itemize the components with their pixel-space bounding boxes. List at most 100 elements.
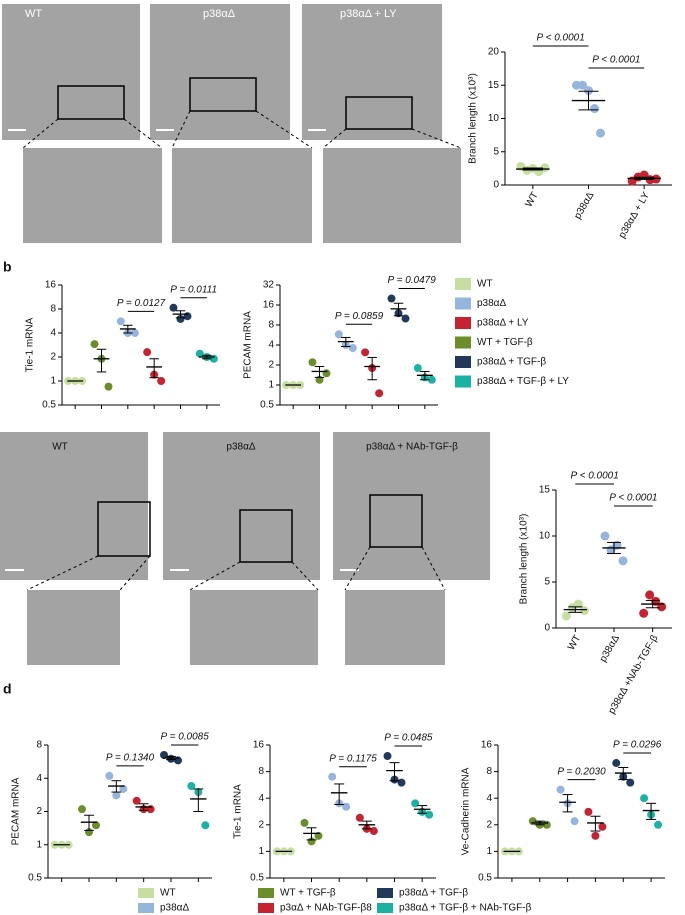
legend-label: WT + TGF-β	[477, 337, 533, 348]
legend-label: p38αΔ + TGF-β	[477, 357, 546, 368]
zoom-box	[97, 501, 151, 557]
data-point	[116, 317, 125, 326]
p-value: P < 0.0001	[571, 471, 619, 482]
legend-swatch	[455, 297, 471, 310]
legend-swatch	[138, 903, 154, 913]
data-point	[307, 837, 316, 846]
p-value: P < 0.0001	[609, 493, 657, 504]
y-tick-label: 0.5	[42, 400, 56, 411]
x-tick-label: p38αΔ	[598, 633, 622, 664]
y-tick-label: 8	[36, 740, 42, 751]
panel-label: d	[3, 681, 12, 697]
y-tick-label: 0.5	[260, 400, 274, 411]
y-axis-label: Ve-Cadherin mRNA	[461, 767, 472, 855]
legend-swatch	[455, 278, 471, 290]
data-point	[584, 86, 593, 96]
legend-swatch	[455, 336, 471, 349]
p-value: P = 0.1340	[106, 753, 155, 764]
micrograph-label: WT	[25, 8, 42, 20]
y-tick-label: 1	[268, 380, 274, 391]
legend-label: p38αΔ + TGF-β + NAb-TGF-β	[399, 903, 532, 914]
x-tick-label: WT	[523, 190, 540, 209]
y-tick-label: 16	[253, 740, 265, 751]
micrograph-label: p38αΔ	[203, 8, 236, 20]
y-tick-label: 2	[36, 806, 42, 817]
x-tick-label: p38αΔ	[572, 190, 596, 221]
data-point	[639, 608, 649, 618]
zoom-image	[27, 590, 120, 665]
data-point	[143, 348, 152, 357]
y-tick-label: 5	[493, 146, 499, 157]
legend-label: p38αΔ + TGF-β	[399, 888, 468, 899]
data-point	[92, 821, 100, 830]
y-tick-label: 16	[481, 740, 493, 751]
y-tick-label: 4	[50, 328, 56, 339]
y-axis-label: PECAM mRNA	[11, 777, 22, 845]
data-point	[411, 799, 420, 808]
data-point	[579, 606, 589, 616]
y-tick-label: 16	[45, 280, 57, 291]
data-point	[369, 827, 378, 836]
y-tick-label: 0	[493, 180, 499, 191]
zoom-box	[239, 509, 293, 563]
y-tick-label: 0.5	[250, 873, 264, 884]
micrograph	[333, 432, 490, 580]
legend-swatch	[258, 888, 274, 898]
data-point	[119, 784, 128, 793]
data-point	[654, 820, 663, 829]
y-tick-label: 2	[50, 352, 56, 363]
data-point	[427, 375, 436, 384]
data-point	[90, 340, 99, 349]
x-tick-label: p38αΔ + LY	[617, 190, 652, 240]
y-tick-label: 32	[263, 280, 275, 291]
y-tick-label: 1	[258, 846, 264, 857]
micrograph	[163, 432, 320, 580]
zoom-image	[345, 590, 445, 665]
zoom-box	[57, 85, 125, 120]
x-tick-label: WT	[566, 633, 583, 652]
legend-swatch	[455, 356, 471, 368]
y-tick-label: 4	[486, 793, 492, 804]
y-tick-label: 10	[539, 531, 551, 542]
y-axis-label: Tie-1 mRNA	[233, 784, 244, 839]
micrograph	[302, 4, 442, 140]
micrograph-label: p38αΔ + LY	[340, 8, 397, 20]
zoom-image	[23, 148, 162, 243]
data-point	[348, 344, 357, 353]
legend-swatch	[258, 903, 274, 913]
y-tick-label: 4	[268, 340, 274, 351]
y-tick-label: 8	[486, 766, 492, 777]
data-point	[361, 348, 370, 357]
data-point	[596, 128, 605, 138]
y-tick-label: 15	[488, 80, 500, 91]
legend-swatch	[455, 317, 471, 329]
micrographs-a: WT p38αΔ p38αΔ + LY	[2, 4, 462, 243]
data-point	[584, 807, 593, 816]
data-point	[590, 104, 599, 114]
data-point	[104, 382, 113, 391]
data-point	[130, 329, 139, 337]
data-point	[160, 750, 168, 759]
data-point	[176, 314, 185, 323]
p-value: P = 0.0111	[170, 284, 217, 295]
legend-swatch	[377, 888, 393, 898]
legend-swatch	[138, 888, 154, 898]
y-tick-label: 5	[544, 577, 550, 588]
data-point	[645, 590, 655, 600]
p-value: P = 0.1175	[329, 753, 377, 764]
legend-label: p38αΔ + TGF-β + LY	[477, 376, 569, 387]
y-tick-label: 2	[486, 819, 492, 830]
data-point	[375, 389, 384, 398]
data-point	[626, 778, 635, 787]
y-tick-label: 2	[268, 360, 274, 371]
micrograph	[0, 432, 148, 580]
y-tick-label: 2	[258, 819, 264, 830]
y-tick-label: 0.5	[478, 873, 492, 884]
data-point	[651, 174, 661, 184]
data-point	[322, 369, 331, 378]
y-tick-label: 8	[268, 320, 274, 331]
y-tick-label: 20	[488, 47, 500, 58]
data-point	[300, 818, 309, 827]
